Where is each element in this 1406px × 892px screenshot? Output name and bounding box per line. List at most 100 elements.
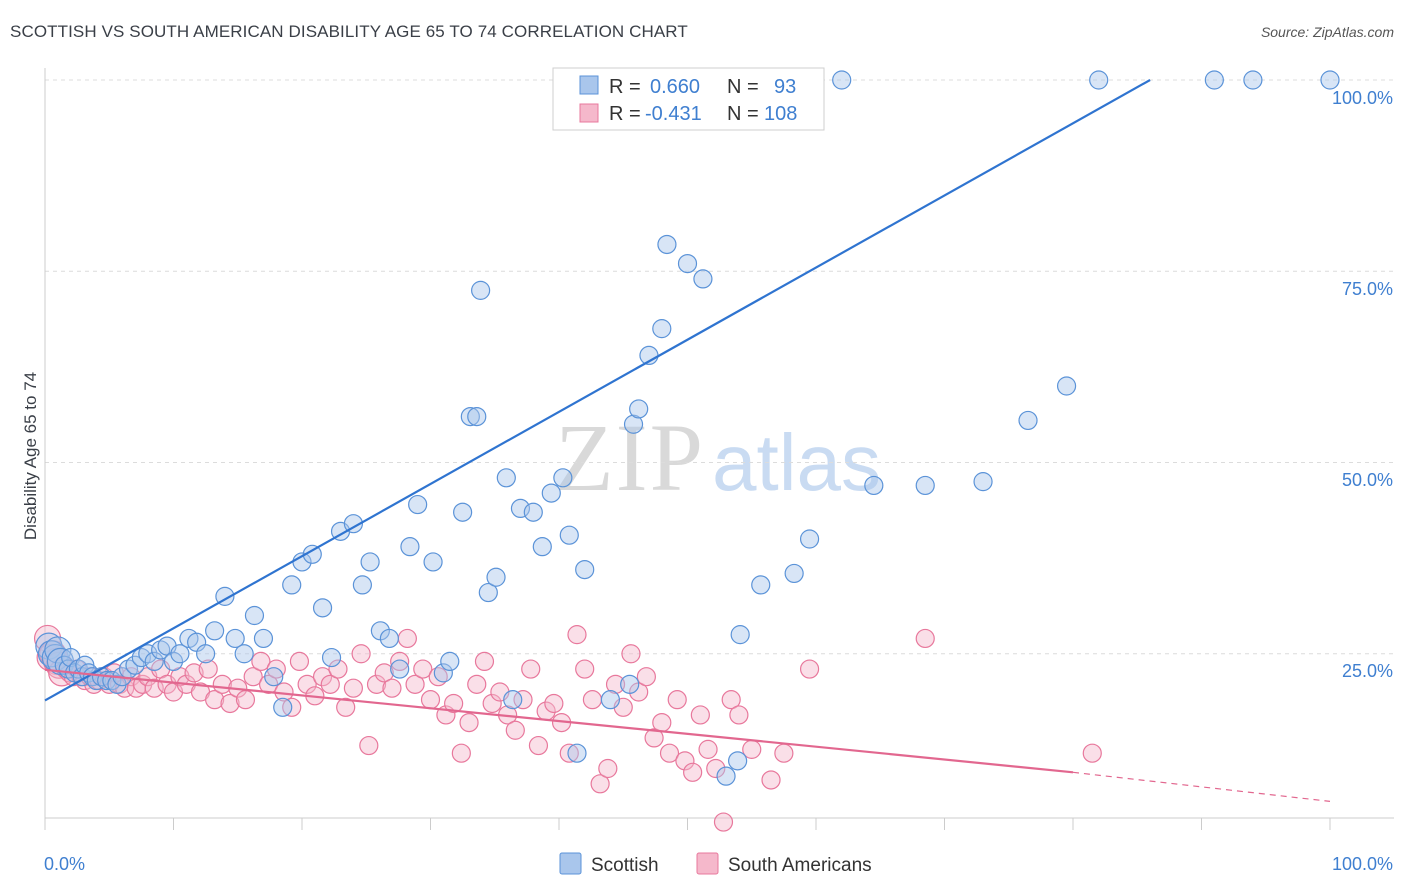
scottish-point-90 [973,472,993,492]
x-tick-label-100: 100.0% [1332,854,1393,874]
y-axis-label: Disability Age 65 to 74 [21,372,40,540]
scottish-point-52 [400,537,420,557]
scottish-point-70 [559,525,579,545]
south-americans-point-57 [390,651,410,672]
scottish-point-73 [600,690,621,710]
south-americans-point-32 [198,659,218,679]
stats-n-label-1: N = [727,76,759,98]
scottish-point-93 [1089,70,1109,90]
south-americans-point-54 [366,674,387,694]
scottish-point-36 [244,605,265,626]
south-americans-trend-line [44,668,1074,774]
stats-n-value-2: 108 [764,103,797,125]
south-americans-point-93 [667,690,687,710]
scottish-point-24 [144,651,164,672]
south-americans-point-89 [636,667,656,687]
south-americans-point-39 [251,651,271,672]
south-americans-point-75 [528,735,549,756]
south-americans-point-47 [312,667,333,687]
scottish-point-54 [423,552,443,572]
south-americans-point-94 [675,751,695,771]
south-americans-point-104 [774,743,794,763]
scottish-point-97 [832,70,852,90]
south-americans-point-68 [474,651,495,672]
south-americans-point-62 [428,667,448,687]
south-americans-point-45 [297,674,317,694]
scottish-point-84 [730,625,750,645]
south-americans-point-98 [706,758,726,779]
south-americans-point-100 [721,690,741,710]
scottish-point-65 [510,498,531,518]
source-credit: Source: ZipAtlas.com [1260,24,1394,40]
scottish-point-80 [677,254,698,274]
scottish-point-86 [784,563,804,584]
scottish-point-50 [379,628,399,649]
scottish-point-31 [196,644,216,664]
watermark: ZIP atlas [555,404,881,511]
legend-swatch-scottish[interactable] [559,852,582,875]
south-americans-point-58 [397,628,417,649]
south-americans-point-60 [413,659,433,679]
south-americans-point-49 [328,659,348,679]
scottish-point-76 [629,399,649,419]
scottish-point-51 [390,659,410,679]
legend-label-scottish[interactable]: Scottish [591,855,659,876]
stats-r-label-2: R = [609,103,641,125]
scottish-point-57 [453,502,473,522]
scottish-point-62 [486,567,506,587]
south-americans-point-35 [220,693,240,714]
scottish-point-81 [693,269,713,289]
grid-lines [45,79,1394,655]
south-americans-point-51 [343,678,363,698]
south-americans-point-73 [513,690,533,710]
south-americans-point-52 [351,644,371,664]
x-tick-label-0: 0.0% [44,854,85,874]
stats-r-value-2: -0.431 [645,103,702,125]
south-americans-point-77 [544,693,564,714]
legend-swatch-south-americans[interactable] [696,852,719,875]
x-axis-ticks [44,818,1331,830]
south-americans-point-87 [621,644,641,664]
south-americans-point-65 [451,743,471,763]
south-americans-point-55 [374,663,394,683]
scottish-point-94 [1204,70,1224,90]
scottish-point-21 [125,655,145,675]
scottish-point-35 [234,644,254,664]
south-americans-point-50 [336,697,356,717]
scottish-point-40 [282,575,302,595]
scottish-point-23 [138,644,158,664]
south-americans-point-37 [235,690,256,710]
south-americans-point-74 [521,659,541,679]
scottish-point-72 [575,559,595,580]
south-americans-point-107 [1082,743,1102,763]
scottish-point-38 [264,667,284,687]
south-americans-point-101 [729,705,749,725]
scottish-point-95 [1243,70,1263,90]
scottish-point-60 [471,280,491,300]
south-americans-point-33 [205,690,225,710]
stats-r-label-1: R = [609,76,641,98]
stats-box: R = 0.660 N = 93 R = -0.431 N = 108 [552,67,825,131]
scottish-point-55 [433,663,453,683]
south-americans-point-79 [559,743,579,763]
south-americans-point-106 [915,628,935,649]
scottish-point-78 [652,319,672,339]
south-americans-point-41 [266,659,286,679]
scottish-point-88 [864,475,884,496]
scottish-trend-line [44,79,1151,702]
legend-label-south-americans[interactable]: South Americans [728,855,872,876]
south-americans-point-95 [683,762,703,782]
scottish-point-66 [523,502,543,522]
south-americans-point-85 [605,674,626,694]
scottish-point-63 [496,468,516,488]
south-americans-point-105 [799,659,820,679]
south-americans-point-30 [184,663,204,683]
scottish-point-46 [343,514,363,534]
stats-swatch-south-americans [579,103,599,123]
south-americans-point-99 [713,812,734,832]
scottish-point-37 [253,628,274,649]
scottish-point-56 [440,651,460,672]
south-americans-point-67 [467,674,487,694]
south-americans-point-97 [698,739,718,759]
